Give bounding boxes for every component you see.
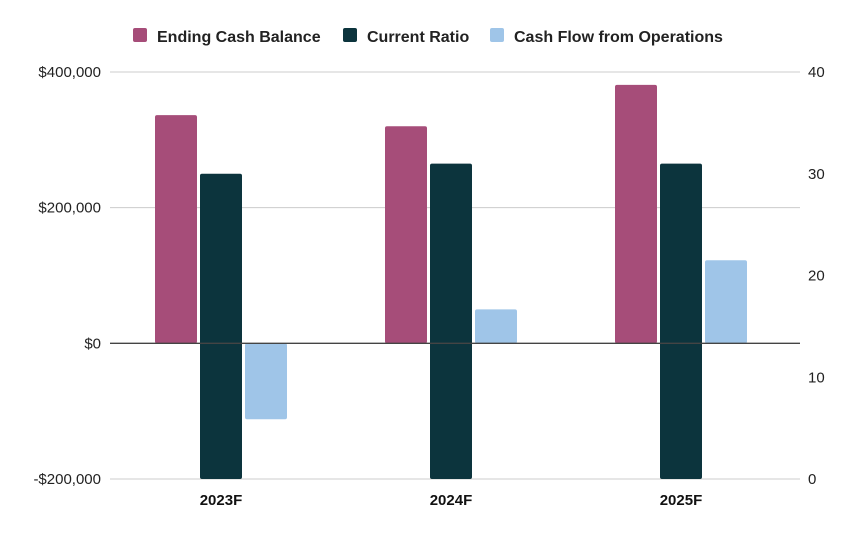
y2-tick-label: 30 [808, 166, 825, 183]
y-axis-left: $400,000 $200,000 $0 -$200,000 [33, 64, 101, 488]
bar-cash-flow-from-operations-2024f[interactable] [475, 309, 517, 344]
y-tick-label: $400,000 [38, 64, 101, 81]
y-tick-label: $200,000 [38, 200, 101, 217]
x-tick-label: 2024F [430, 492, 473, 509]
y-axis-right: 40 30 20 10 0 [808, 64, 825, 488]
bars [155, 84, 747, 479]
bar-cash-flow-from-operations-2025f[interactable] [705, 260, 747, 344]
legend: Ending Cash Balance Current Ratio Cash Flo… [133, 28, 723, 46]
legend-label: Current Ratio [367, 29, 469, 46]
bar-current-ratio-2025f[interactable] [660, 163, 702, 479]
y2-tick-label: 0 [808, 471, 816, 488]
bar-ending-cash-balance-2025f[interactable] [615, 84, 657, 344]
x-tick-label: 2025F [660, 492, 703, 509]
legend-swatch [490, 28, 504, 42]
y-tick-label: $0 [84, 335, 101, 352]
y2-tick-label: 20 [808, 268, 825, 285]
x-tick-label: 2023F [200, 492, 243, 509]
legend-item-cash-flow-from-operations[interactable]: Cash Flow from Operations [490, 28, 723, 46]
legend-item-current-ratio[interactable]: Current Ratio [343, 28, 469, 46]
bar-ending-cash-balance-2024f[interactable] [385, 126, 427, 344]
legend-swatch [133, 28, 147, 42]
legend-item-ending-cash-balance[interactable]: Ending Cash Balance [133, 28, 321, 46]
bar-ending-cash-balance-2023f[interactable] [155, 115, 197, 344]
legend-label: Cash Flow from Operations [514, 29, 723, 46]
bar-current-ratio-2023f[interactable] [200, 173, 242, 479]
legend-label: Ending Cash Balance [157, 29, 321, 46]
bar-cash-flow-from-operations-2023f[interactable] [245, 343, 287, 420]
y2-tick-label: 40 [808, 64, 825, 81]
x-axis: 2023F 2024F 2025F [200, 492, 703, 509]
bar-current-ratio-2024f[interactable] [430, 163, 472, 479]
y2-tick-label: 10 [808, 369, 825, 386]
y-tick-label: -$200,000 [33, 471, 101, 488]
legend-swatch [343, 28, 357, 42]
